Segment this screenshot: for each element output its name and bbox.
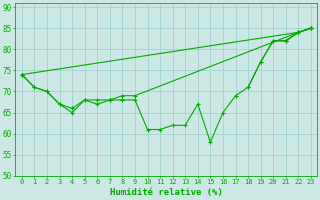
X-axis label: Humidité relative (%): Humidité relative (%) [110, 188, 223, 197]
